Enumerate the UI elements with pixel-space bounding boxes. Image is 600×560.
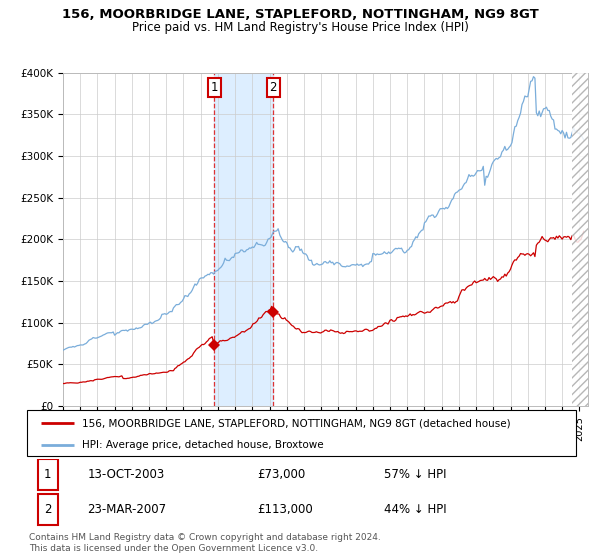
Text: £73,000: £73,000 [257,468,306,481]
Text: Contains HM Land Registry data © Crown copyright and database right 2024.
This d: Contains HM Land Registry data © Crown c… [29,533,380,553]
Text: 23-MAR-2007: 23-MAR-2007 [88,503,167,516]
Text: 57% ↓ HPI: 57% ↓ HPI [384,468,446,481]
FancyBboxPatch shape [27,410,576,456]
Text: 2: 2 [44,503,52,516]
Text: Price paid vs. HM Land Registry's House Price Index (HPI): Price paid vs. HM Land Registry's House … [131,21,469,34]
Text: 2: 2 [269,81,277,94]
Text: 44% ↓ HPI: 44% ↓ HPI [384,503,446,516]
FancyBboxPatch shape [38,459,58,490]
Text: 156, MOORBRIDGE LANE, STAPLEFORD, NOTTINGHAM, NG9 8GT: 156, MOORBRIDGE LANE, STAPLEFORD, NOTTIN… [62,8,538,21]
Bar [214,73,274,406]
Text: 1: 1 [44,468,52,481]
Polygon shape [572,73,588,406]
Text: 1: 1 [211,81,218,94]
Text: 13-OCT-2003: 13-OCT-2003 [88,468,164,481]
Text: HPI: Average price, detached house, Broxtowe: HPI: Average price, detached house, Brox… [82,440,323,450]
Text: 156, MOORBRIDGE LANE, STAPLEFORD, NOTTINGHAM, NG9 8GT (detached house): 156, MOORBRIDGE LANE, STAPLEFORD, NOTTIN… [82,418,511,428]
Text: £113,000: £113,000 [257,503,313,516]
FancyBboxPatch shape [38,494,58,525]
